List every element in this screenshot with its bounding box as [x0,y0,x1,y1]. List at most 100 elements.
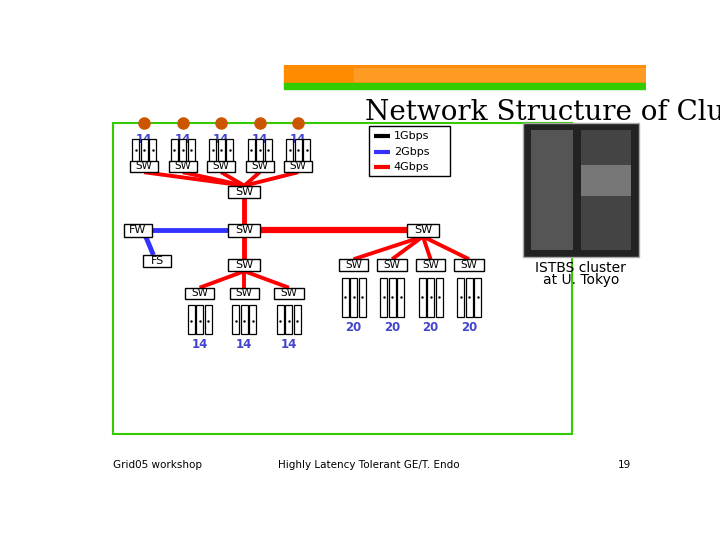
Bar [284,65,647,84]
Bar [342,278,348,316]
Text: SW: SW [422,260,439,270]
Bar [359,278,366,316]
Text: 2Gbps: 2Gbps [394,147,429,157]
Bar [339,259,368,271]
Bar [210,139,216,164]
Bar [418,278,426,316]
Bar [294,305,301,334]
Bar [204,305,212,334]
Bar [454,259,484,271]
Bar [228,186,261,198]
Bar [581,130,631,249]
Bar [397,278,404,316]
Bar [389,278,395,316]
Bar [246,161,274,172]
Text: SW: SW [236,288,253,299]
Bar [531,130,573,249]
Bar [427,278,434,316]
Bar [380,278,387,316]
Bar [581,165,631,195]
Bar [377,259,407,271]
Bar [416,259,445,271]
Text: 20: 20 [423,321,438,334]
Bar [226,139,233,164]
Bar [287,139,293,164]
Text: SW: SW [384,260,400,270]
Bar [228,224,261,237]
Bar [277,305,284,334]
Text: at U. Tokyo: at U. Tokyo [543,273,619,287]
Text: 14: 14 [236,338,253,351]
Bar [207,161,235,172]
Bar [284,161,312,172]
Text: SW: SW [461,260,477,270]
Text: SW: SW [174,161,191,171]
Text: SW: SW [212,161,230,171]
Bar [457,278,464,316]
Bar [140,139,148,164]
Bar [217,139,225,164]
Bar [196,305,203,334]
Bar [233,305,239,334]
Text: 14: 14 [174,132,191,146]
Text: SW: SW [281,288,297,299]
Bar [132,139,139,164]
Bar [124,224,152,237]
Bar [168,161,197,172]
Bar [179,139,186,164]
Text: SW: SW [251,161,268,171]
Bar [188,305,194,334]
Text: 4Gbps: 4Gbps [394,162,429,172]
Bar [369,126,450,177]
Text: FW: FW [130,225,147,235]
Bar [188,139,194,164]
Bar [436,278,443,316]
Text: 14: 14 [251,132,268,146]
Text: SW: SW [235,187,253,197]
Text: 14: 14 [136,132,153,146]
Bar [354,68,647,81]
Bar [274,288,304,299]
Text: SW: SW [414,225,432,235]
Bar [265,139,271,164]
Bar [248,139,255,164]
Text: ISTBS cluster: ISTBS cluster [535,261,626,275]
Text: SW: SW [136,161,153,171]
Text: 1Gbps: 1Gbps [394,131,429,141]
Text: Network Structure of Cluster: Network Structure of Cluster [365,99,720,126]
Text: 19: 19 [618,460,631,470]
Text: SW: SW [289,161,307,171]
Bar [230,288,259,299]
Bar [407,224,439,237]
Bar [303,139,310,164]
Text: 20: 20 [461,321,477,334]
Bar [113,123,572,434]
Bar [256,139,263,164]
Text: SW: SW [345,260,362,270]
Text: 14: 14 [281,338,297,351]
Bar [294,139,302,164]
Bar [466,278,472,316]
Bar [149,139,156,164]
Text: FS: FS [150,256,164,266]
Text: SW: SW [192,288,208,299]
Text: 20: 20 [346,321,361,334]
Bar [284,83,647,89]
Text: SW: SW [235,260,253,270]
Bar [350,278,357,316]
Bar [474,278,481,316]
Text: 14: 14 [192,338,208,351]
Bar [240,305,248,334]
Text: 14: 14 [213,132,230,146]
Text: Highly Latency Tolerant GE/T. Endo: Highly Latency Tolerant GE/T. Endo [278,460,460,470]
Text: 14: 14 [290,132,306,146]
Bar [523,123,639,257]
Bar [185,288,215,299]
Text: 20: 20 [384,321,400,334]
Bar [143,255,171,267]
Bar [130,161,158,172]
Bar [228,259,261,271]
Text: SW: SW [235,225,253,235]
Bar [249,305,256,334]
Bar [285,305,292,334]
